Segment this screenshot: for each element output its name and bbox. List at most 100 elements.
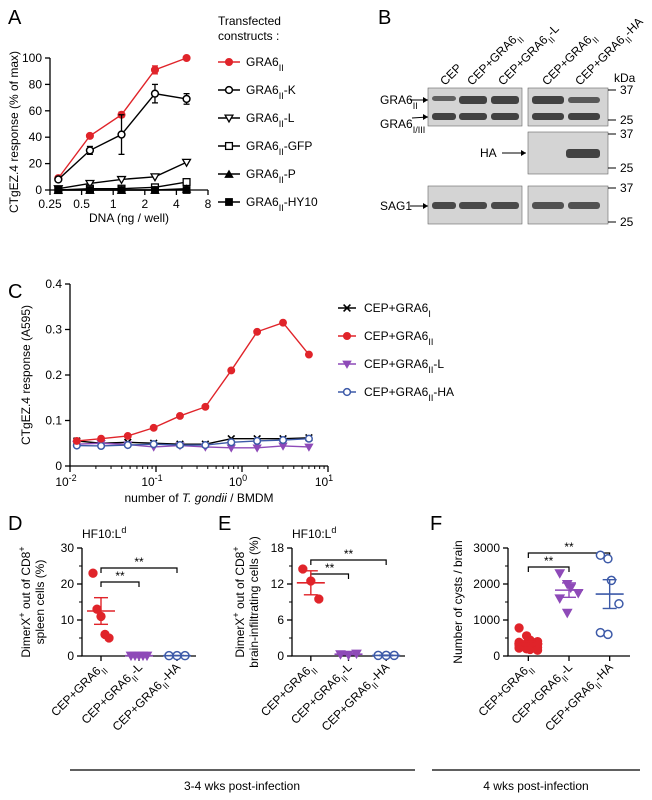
panelD-significance-bracket (100, 567, 178, 573)
panelF-ytick-label: 2000 (473, 577, 500, 591)
panelF-significance-bracket (527, 566, 570, 572)
panel-c-xtick-label: 10-1 (141, 473, 162, 489)
panel-a-xtick-label: 2 (141, 197, 148, 211)
blot-kda-tick-label: 25 (620, 161, 634, 175)
panelD-significance-bracket (100, 581, 140, 587)
panel-c-point (175, 441, 185, 450)
panel-e-chart: 061218CEP+GRA6IICEP+GRA6II-LCEP+GRA6II-H… (231, 525, 405, 736)
panelF-significance-label: ** (564, 540, 574, 554)
panelE-mean-sem (334, 652, 363, 656)
panel-c-point (304, 350, 313, 359)
panel-a-xtick-label: 1 (110, 197, 117, 211)
panelD-significance-label: ** (134, 555, 144, 569)
blot-band (532, 113, 564, 120)
panel-a-legend-label: GRA6II (246, 55, 284, 73)
panel-d-chart: 0102030CEP+GRA6IICEP+GRA6II-LCEP+GRA6II-… (17, 525, 196, 734)
panel-a-legend-title-2: constructs : (218, 29, 279, 43)
panel-c-chart: 0 0.1 0.2 0.3 0.4 10-2 10-1 100 101 number of T. … (19, 277, 454, 505)
panelF-point (614, 599, 624, 609)
panel-c-point (304, 443, 314, 452)
panel-a-legend-label: GRA6II-P (246, 167, 296, 185)
panelE-ylabel-line2: brain-infiltrating cells (%) (247, 536, 261, 667)
blot-band (432, 96, 456, 101)
panelE-xtick-label: CEP+GRA6II-HA (319, 660, 395, 736)
panel-c-xtick-label: 100 (229, 473, 247, 489)
panel-a-point (150, 65, 160, 74)
panel-c-point (201, 441, 210, 450)
panelF-ylabel: Number of cysts / brain (451, 540, 465, 663)
panelE-ylabel-line1: DimerX+ out of CD8+ (231, 546, 247, 657)
blot-band (566, 149, 600, 158)
panel-a-point (182, 53, 191, 63)
panel-a-legend-label: GRA6II-GFP (246, 139, 312, 157)
panelD-subtitle: HF10:Ld (82, 525, 126, 541)
panelF-ytick-label: 0 (493, 649, 500, 663)
panel-a-legend-marker (225, 198, 233, 206)
panel-letter-d: D (8, 513, 22, 535)
panelF-point (603, 554, 613, 564)
blot-band (568, 113, 600, 120)
panelD-point (88, 568, 98, 578)
blot-kda-label: kDa (614, 71, 636, 85)
footer-left-label: 3-4 wks post-infection (184, 779, 300, 793)
panel-c-point (149, 440, 158, 449)
panel-a-ytick-label: 20 (29, 157, 43, 171)
panelE-ytick-label: 12 (271, 577, 285, 591)
panel-c-point (97, 441, 106, 451)
panel-a-xtick-label: 4 (173, 197, 180, 211)
panelE-ytick-label: 6 (277, 613, 284, 627)
panelD-significance-label: ** (115, 569, 125, 583)
panel-c-ylabel: CTgEZ.4 response (A595) (19, 305, 33, 445)
panel-a-legend-marker (224, 57, 234, 67)
panelF-point (595, 550, 606, 560)
blot-row-label-gra6i: GRA6I/III (380, 117, 425, 135)
panel-c-point (123, 432, 132, 440)
panel-a-point (150, 89, 160, 98)
footer-right-label: 4 wks post-infection (483, 779, 588, 793)
panelF-point (554, 569, 566, 579)
panel-c-series-line (76, 442, 309, 449)
blot-arrowhead (423, 114, 428, 120)
panel-letter-c: C (8, 281, 22, 303)
panel-c-legend-label: CEP+GRA6II-L (364, 357, 444, 375)
panel-a-ylabel: CTgEZ.4 response (% of max) (7, 51, 21, 213)
panel-a-legend-marker (224, 169, 234, 178)
panelF-ytick-label: 1000 (473, 613, 500, 627)
blot-box-gra6-right (527, 87, 609, 127)
panelF-point (532, 645, 543, 655)
panel-a-legend-label: GRA6II-L (246, 111, 295, 129)
panelF-ytick-label: 3000 (473, 541, 500, 555)
panelF-point (606, 575, 617, 586)
panel-a-point (151, 186, 159, 194)
panel-c-ytick-label: 0.1 (45, 414, 62, 428)
panel-c-ytick-label: 0.2 (45, 368, 62, 382)
panelE-axes (291, 548, 405, 657)
panel-c-point (253, 436, 262, 446)
panelE-significance-label: ** (344, 547, 354, 561)
panel-letter-a: A (8, 7, 22, 29)
blot-band (432, 202, 456, 209)
panel-b-western-blot: CEP CEP+GRA6IICEP+GRA6II-LCEP+GRA6IICEP+G… (380, 15, 646, 229)
panelD-ytick-label: 30 (61, 541, 75, 555)
panel-a-point (86, 186, 94, 194)
panel-a-legend-label: GRA6II-HY10 (246, 195, 318, 213)
panelF-point (514, 623, 524, 633)
panel-a-point (117, 186, 126, 194)
panel-a-axes (49, 58, 208, 191)
blot-kda-tick-label: 37 (620, 127, 634, 141)
panel-c-point (253, 327, 262, 336)
blot-kda-tick-label: 25 (620, 215, 634, 229)
panel-a-legend-marker (224, 85, 234, 95)
panelE-mean-sem (296, 570, 325, 596)
panel-a-legend-marker (223, 114, 235, 124)
panel-c-xtick-label: 101 (315, 473, 333, 489)
panelF-mean-sem (555, 582, 583, 599)
panel-a-chart: 0 20 40 60 80 100 0.25 0.5 1 2 4 8 DNA (ng / well) CT… (7, 14, 318, 225)
blot-band (491, 96, 519, 104)
blot-box-gra6-left (427, 87, 523, 127)
panel-a-point (84, 179, 95, 189)
panelF-point (595, 627, 606, 638)
panel-letter-e: E (218, 513, 231, 535)
panel-c-point (201, 402, 210, 411)
